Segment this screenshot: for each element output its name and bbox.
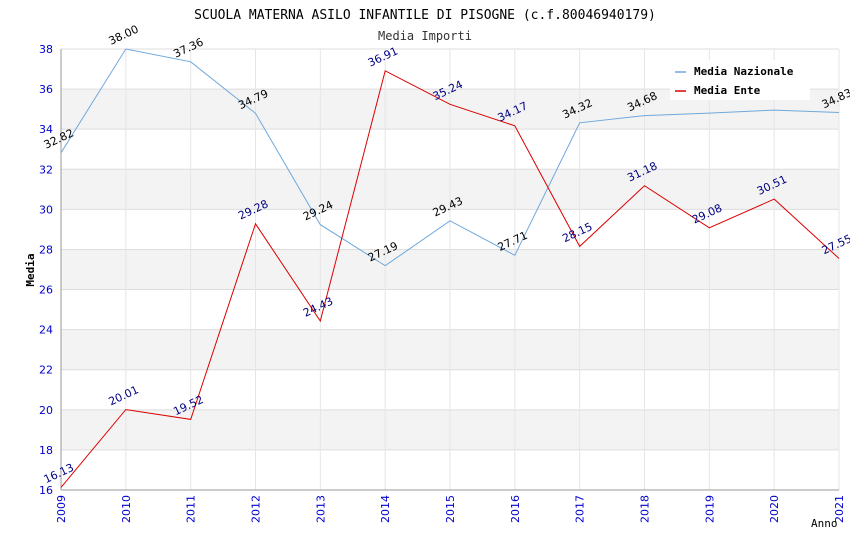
data-label-media-nazionale: 38.00 <box>107 23 141 48</box>
y-tick-label: 38 <box>39 43 53 56</box>
chart-subtitle: Media Importi <box>378 29 472 43</box>
x-axis-label: Anno <box>811 517 838 530</box>
y-tick-label: 16 <box>39 484 53 497</box>
y-tick-label: 20 <box>39 404 53 417</box>
series-lines <box>60 48 840 488</box>
x-tick-label: 2011 <box>185 495 198 523</box>
x-tick-label: 2019 <box>703 495 716 523</box>
y-tick-label: 34 <box>39 123 53 136</box>
x-tick-label: 2016 <box>509 495 522 523</box>
y-tick-label: 26 <box>39 284 53 297</box>
x-tick-label: 2015 <box>444 495 457 523</box>
x-tick-label: 2018 <box>639 495 652 523</box>
y-tick-label: 32 <box>39 163 53 176</box>
series-line-media-nazionale <box>60 48 840 267</box>
y-tick-labels: 16 18 20 22 24 26 28 30 32 34 36 38 <box>39 43 53 497</box>
x-tick-label: 2010 <box>120 495 133 523</box>
y-axis-label: Media <box>24 253 37 286</box>
x-tick-label: 2014 <box>379 495 392 523</box>
x-tick-label: 2013 <box>314 495 327 523</box>
y-tick-label: 18 <box>39 444 53 457</box>
y-tick-label: 22 <box>39 364 53 377</box>
series-line-media-ente <box>60 70 840 488</box>
legend: Media Nazionale Media Ente <box>670 60 810 100</box>
x-tick-label: 2020 <box>768 495 781 523</box>
legend-label-media-nazionale: Media Nazionale <box>694 65 794 78</box>
y-tick-label: 30 <box>39 203 53 216</box>
legend-label-media-ente: Media Ente <box>694 84 761 97</box>
y-tick-label: 24 <box>39 324 53 337</box>
y-tick-label: 28 <box>39 243 53 256</box>
x-tick-label: 2017 <box>574 495 587 523</box>
x-tick-label: 2021 <box>833 495 846 523</box>
legend-box <box>670 60 810 100</box>
x-tick-label: 2009 <box>55 495 68 523</box>
y-tick-label: 36 <box>39 83 53 96</box>
x-tick-label: 2012 <box>250 495 263 523</box>
chart-title: SCUOLA MATERNA ASILO INFANTILE DI PISOGN… <box>194 8 656 23</box>
x-tick-labels: 2009 2010 2011 2012 2013 2014 2015 2016 2017 2018… <box>55 495 846 523</box>
